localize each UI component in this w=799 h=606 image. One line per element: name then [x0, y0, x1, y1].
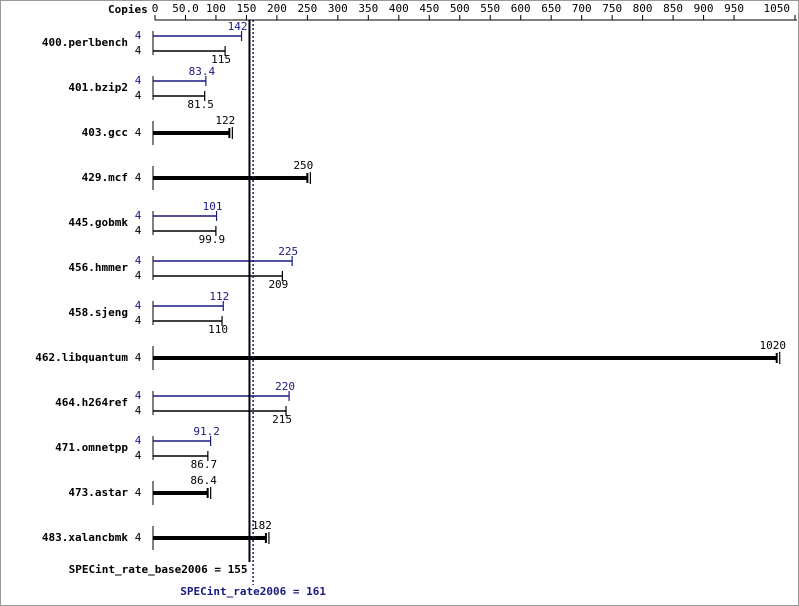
copies-label: 4: [135, 486, 142, 499]
copies-label: 4: [135, 314, 142, 327]
x-tick-label: 700: [572, 2, 592, 15]
x-tick-label: 600: [511, 2, 531, 15]
x-tick-label: 300: [328, 2, 348, 15]
x-tick-label: 150: [236, 2, 256, 15]
copies-label: 4: [135, 449, 142, 462]
copies-label: 4: [135, 74, 142, 87]
copies-label: 4: [135, 254, 142, 267]
copies-label: 4: [135, 434, 142, 447]
x-tick-label: 400: [389, 2, 409, 15]
base-ref-label: SPECint_rate_base2006 = 155: [69, 563, 248, 576]
copies-label: 4: [135, 224, 142, 237]
x-tick-label: 350: [358, 2, 378, 15]
x-tick-label: 100: [206, 2, 226, 15]
value-label: 86.4: [190, 474, 217, 487]
value-label: 110: [208, 323, 228, 336]
x-tick-label: 250: [297, 2, 317, 15]
x-tick-label: 0: [152, 2, 159, 15]
x-tick-label: 550: [480, 2, 500, 15]
x-tick-label: 650: [541, 2, 561, 15]
benchmark-label: 400.perlbench: [42, 36, 128, 49]
value-label: 122: [215, 114, 235, 127]
copies-label: 4: [135, 171, 142, 184]
value-label: 1020: [759, 339, 786, 352]
copies-label: 4: [135, 269, 142, 282]
x-tick-label: 500: [450, 2, 470, 15]
copies-label: 4: [135, 126, 142, 139]
value-label: 215: [272, 413, 292, 426]
copies-label: 4: [135, 351, 142, 364]
x-tick-label: 1050: [764, 2, 791, 15]
value-label: 182: [252, 519, 272, 532]
copies-label: 4: [135, 389, 142, 402]
copies-label: 4: [135, 89, 142, 102]
benchmark-label: 464.h264ref: [55, 396, 128, 409]
benchmark-label: 471.omnetpp: [55, 441, 128, 454]
peak-ref-label: SPECint_rate2006 = 161: [180, 585, 326, 598]
benchmark-label: 456.hmmer: [68, 261, 128, 274]
benchmark-label: 445.gobmk: [68, 216, 128, 229]
value-label: 225: [278, 245, 298, 258]
copies-label: 4: [135, 404, 142, 417]
benchmark-label: 458.sjeng: [68, 306, 128, 319]
value-label: 81.5: [187, 98, 214, 111]
x-tick-label: 750: [602, 2, 622, 15]
copies-label: 4: [135, 299, 142, 312]
x-tick-label: 200: [267, 2, 287, 15]
benchmark-label: 403.gcc: [82, 126, 128, 139]
value-label: 86.7: [191, 458, 218, 471]
value-label: 142: [228, 20, 248, 33]
x-tick-label: 950: [724, 2, 744, 15]
copies-label: 4: [135, 209, 142, 222]
axis-label: Copies: [108, 3, 148, 16]
copies-label: 4: [135, 29, 142, 42]
benchmark-label: 429.mcf: [82, 171, 128, 184]
value-label: 101: [203, 200, 223, 213]
x-tick-label: 800: [633, 2, 653, 15]
benchmark-label: 473.astar: [68, 486, 128, 499]
x-tick-label: 850: [663, 2, 683, 15]
copies-label: 4: [135, 531, 142, 544]
value-label: 83.4: [189, 65, 216, 78]
value-label: 115: [211, 53, 231, 66]
benchmark-label: 462.libquantum: [35, 351, 128, 364]
x-tick-label: 450: [419, 2, 439, 15]
x-tick-label: 900: [694, 2, 714, 15]
benchmark-label: 483.xalancbmk: [42, 531, 128, 544]
value-label: 112: [209, 290, 229, 303]
value-label: 250: [293, 159, 313, 172]
benchmark-label: 401.bzip2: [68, 81, 128, 94]
value-label: 209: [268, 278, 288, 291]
value-label: 99.9: [199, 233, 226, 246]
value-label: 91.2: [193, 425, 220, 438]
x-tick-label: 50.0: [172, 2, 199, 15]
copies-label: 4: [135, 44, 142, 57]
value-label: 220: [275, 380, 295, 393]
